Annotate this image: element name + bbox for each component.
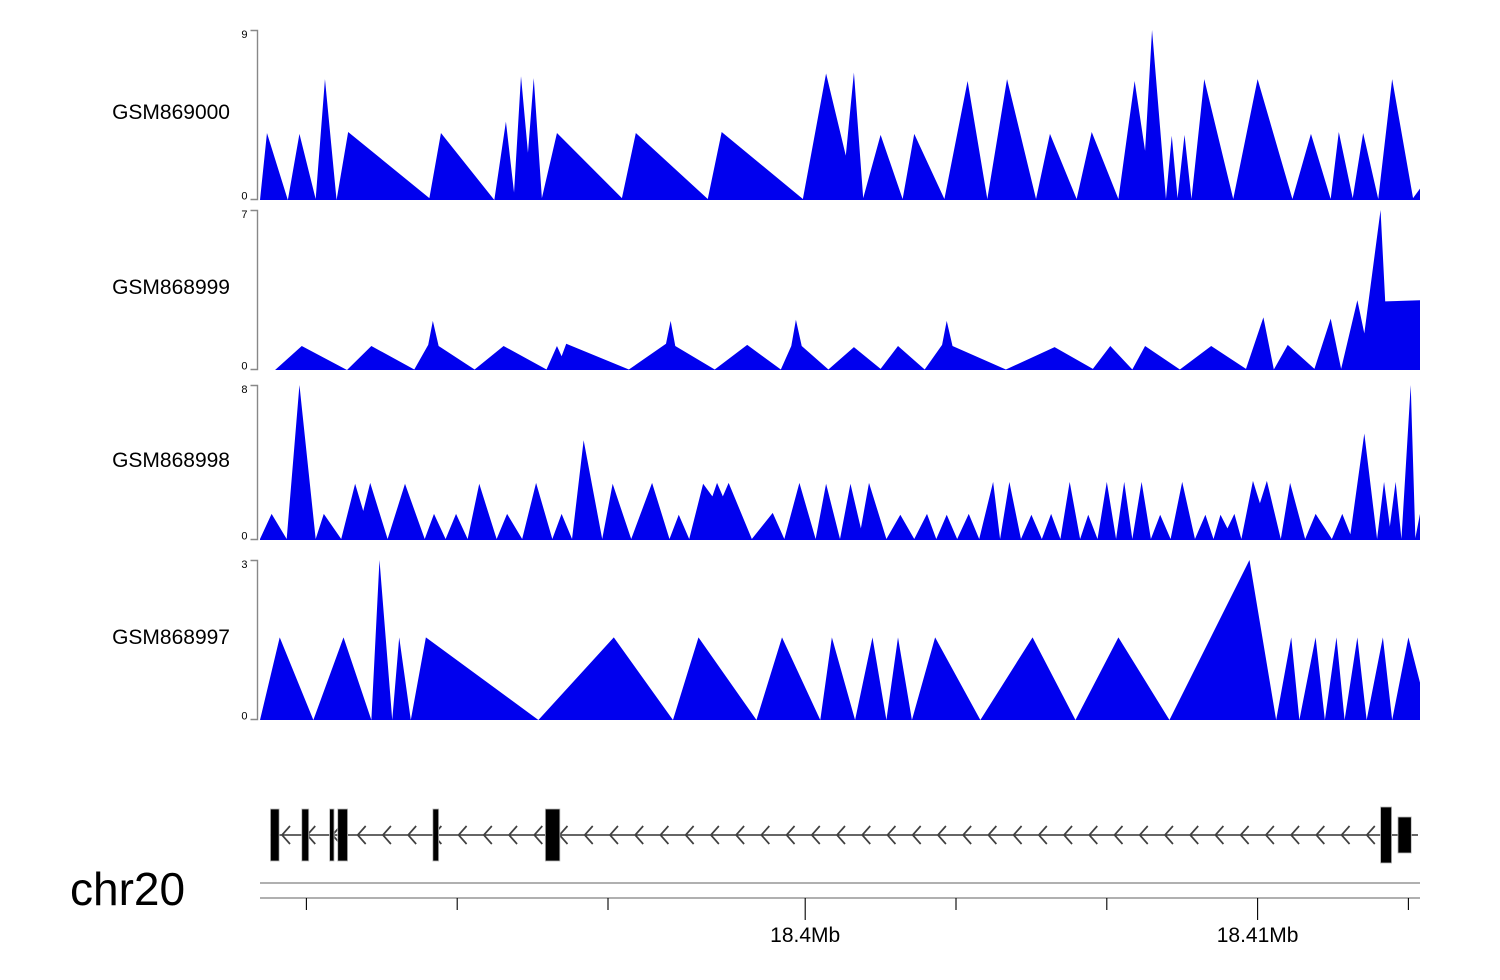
axis-max-label: 9 <box>241 29 247 41</box>
axis-max-label: 7 <box>241 209 247 221</box>
axis-bracket-svg: 30 <box>241 559 259 723</box>
coverage-plot-gsm868998[interactable] <box>260 385 1420 540</box>
strand-arrow-left-icon <box>1163 825 1174 845</box>
strand-arrow-left-icon <box>1340 825 1351 845</box>
axis-min-label: 0 <box>241 191 247 203</box>
strand-arrow-left-icon <box>760 825 770 845</box>
axis-min-label: 0 <box>241 361 247 373</box>
exon-block[interactable] <box>1380 806 1392 864</box>
exon-block[interactable] <box>1397 816 1412 854</box>
strand-arrow-left-icon <box>1365 825 1376 845</box>
exon-block[interactable] <box>270 808 280 862</box>
coverage-area-svg <box>260 210 1420 370</box>
strand-arrow-left-icon <box>1113 825 1124 845</box>
strand-arrow-left-icon <box>987 825 997 845</box>
strand-arrow-left-icon <box>886 825 897 845</box>
coverage-track-gsm868999[interactable]: GSM868999 7 0 <box>0 209 1500 373</box>
coverage-plot-gsm869000[interactable] <box>260 30 1420 200</box>
coverage-area-path <box>260 385 1420 540</box>
ruler-svg: 18.4Mb 18.41Mb <box>260 882 1420 947</box>
strand-arrow-left-icon <box>1037 825 1048 845</box>
axis-bracket-svg: 80 <box>241 384 259 543</box>
strand-arrow-left-icon <box>608 825 619 845</box>
strand-arrow-left-icon <box>1012 825 1023 845</box>
axis-min-label: 0 <box>241 531 247 543</box>
strand-arrow-left-icon <box>533 825 543 845</box>
strand-arrow-left-icon <box>457 825 468 845</box>
exon-block[interactable] <box>301 808 310 862</box>
strand-arrow-left-icon <box>709 825 720 845</box>
gene-annotation-track[interactable] <box>260 795 1420 875</box>
strand-arrow-left-icon <box>482 825 493 845</box>
strand-arrow-left-icon <box>406 825 417 845</box>
strand-arrow-left-icon <box>734 825 745 845</box>
track-label-gsm869000: GSM869000 <box>112 101 230 124</box>
axis-bracket-svg: 70 <box>241 209 259 373</box>
track-label-gsm868999: GSM868999 <box>112 276 230 299</box>
axis-max-label: 8 <box>241 384 247 396</box>
strand-arrow-left-icon <box>1138 825 1149 845</box>
strand-arrow-left-icon <box>280 825 291 845</box>
coverage-track-gsm869000[interactable]: GSM869000 9 0 <box>0 29 1500 203</box>
track-label-gsm868998: GSM868998 <box>112 448 230 472</box>
strand-arrow-left-icon <box>861 825 871 845</box>
exon-block[interactable] <box>544 808 561 862</box>
coverage-area-svg <box>260 560 1420 720</box>
gene-model-svg <box>270 806 1418 864</box>
strand-arrow-left-icon <box>1214 825 1225 845</box>
axis-min-label: 0 <box>241 711 247 723</box>
coverage-area-path <box>260 560 1420 720</box>
strand-arrow-left-icon <box>356 825 367 845</box>
strand-arrow-left-icon <box>1289 825 1300 845</box>
ruler-tick-label: 18.41Mb <box>1217 924 1299 947</box>
genome-coordinate-ruler[interactable]: 18.4Mb 18.41Mb <box>260 876 1420 947</box>
strand-arrow-left-icon <box>684 825 695 845</box>
track-label-gsm868997: GSM868997 <box>112 626 230 649</box>
coverage-track-gsm868997[interactable]: GSM868997 3 0 <box>0 559 1500 723</box>
strand-arrow-left-icon <box>835 825 846 845</box>
exon-block[interactable] <box>432 808 440 862</box>
coverage-area-path <box>260 210 1420 370</box>
strand-arrow-left-icon <box>1239 825 1250 845</box>
strand-arrow-left-icon <box>810 825 821 845</box>
strand-arrow-left-icon <box>961 825 972 845</box>
ruler-tick-label: 18.4Mb <box>770 924 840 947</box>
strand-arrow-left-icon <box>1088 825 1098 845</box>
strand-arrow-left-icon <box>659 825 670 845</box>
strand-arrow-left-icon <box>936 825 947 845</box>
strand-arrow-left-icon <box>1189 825 1199 845</box>
chromosome-label: chr20 <box>70 863 186 915</box>
coverage-plot-gsm868997[interactable] <box>260 560 1420 720</box>
exon-block[interactable] <box>329 808 335 862</box>
strand-arrow-left-icon <box>785 825 796 845</box>
coverage-area-svg <box>260 385 1420 540</box>
coverage-track-gsm868998[interactable]: GSM868998 8 0 <box>0 384 1500 543</box>
strand-arrow-left-icon <box>507 825 518 845</box>
strand-arrow-left-icon <box>1264 825 1275 845</box>
axis-bracket-svg: 90 <box>241 29 259 203</box>
strand-arrow-left-icon <box>1315 825 1325 845</box>
strand-arrow-left-icon <box>583 825 594 845</box>
exon-block[interactable] <box>337 808 348 862</box>
strand-arrow-left-icon <box>634 825 644 845</box>
coverage-area-svg <box>260 30 1420 200</box>
strand-arrow-left-icon <box>911 825 922 845</box>
strand-arrow-left-icon <box>381 825 392 845</box>
coverage-plot-gsm868999[interactable] <box>260 210 1420 370</box>
coverage-area-path <box>260 30 1420 200</box>
strand-arrow-left-icon <box>1062 825 1073 845</box>
axis-max-label: 3 <box>241 559 247 571</box>
